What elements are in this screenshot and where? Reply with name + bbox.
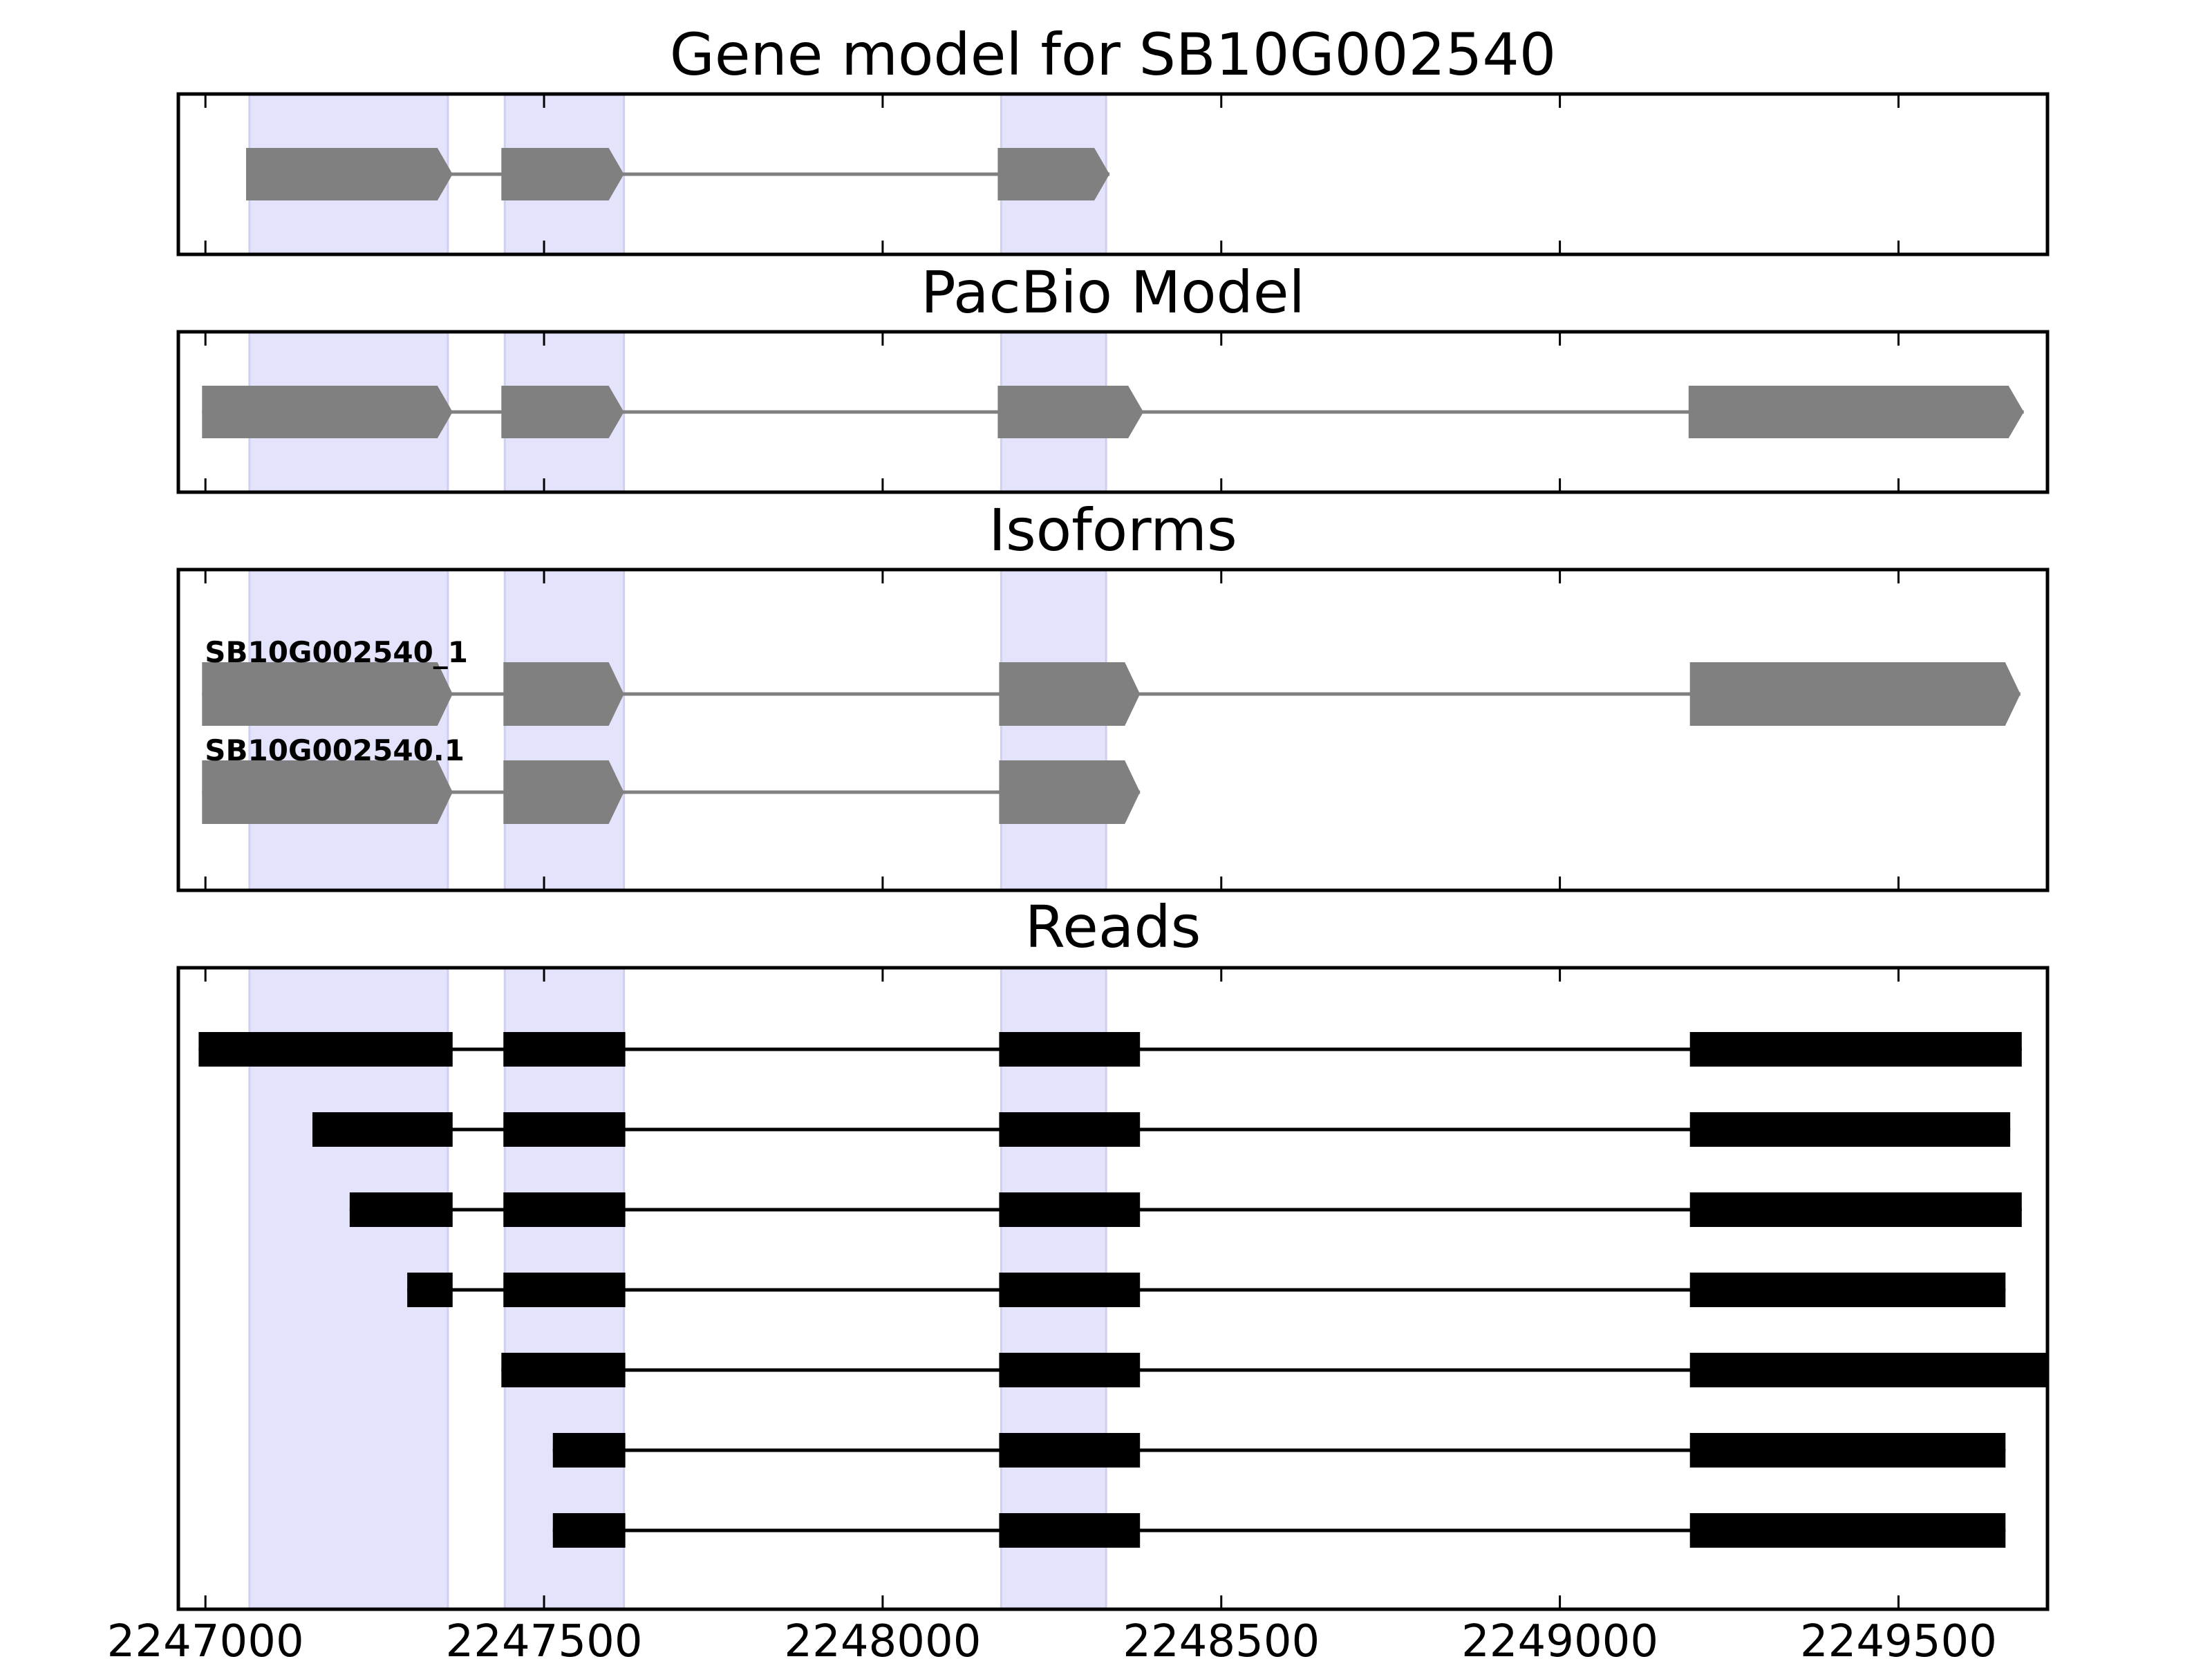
exon-block xyxy=(503,662,624,726)
panel-0: Gene model for SB10G002540 xyxy=(176,21,2050,256)
panel-2: Isoforms SB10G002540_1 SB10G002540.1 xyxy=(176,496,2050,892)
highlight-region xyxy=(503,568,626,892)
exon-block xyxy=(202,662,453,726)
exon-block xyxy=(503,1032,626,1067)
exon-block xyxy=(501,148,624,200)
track-2 xyxy=(349,1192,2022,1227)
x-tick-label: 2248000 xyxy=(784,1616,981,1659)
panel-frame xyxy=(176,330,2050,494)
panel-frame xyxy=(176,568,2050,892)
exon-block xyxy=(999,1433,1141,1468)
exon-block xyxy=(503,760,624,824)
x-tick-label: 2247000 xyxy=(107,1616,304,1659)
isoform-label: SB10G002540_1 xyxy=(205,635,468,669)
exon-block xyxy=(407,1273,453,1307)
panel-3: Reads xyxy=(176,893,2050,1611)
exon-block xyxy=(501,1353,626,1387)
x-tick-label: 2249500 xyxy=(1800,1616,1997,1659)
track-5 xyxy=(552,1433,2006,1468)
exon-block xyxy=(246,148,453,200)
exon-block xyxy=(1689,1353,2047,1387)
panel-title: Isoforms xyxy=(988,496,1237,564)
exon-block xyxy=(503,1273,626,1307)
exon-block xyxy=(1688,386,2024,438)
exon-block xyxy=(202,386,453,438)
exon-block xyxy=(999,1032,1141,1067)
exon-block xyxy=(503,1112,626,1147)
x-tick-label: 2247500 xyxy=(446,1616,643,1659)
track-6 xyxy=(552,1513,2006,1548)
exon-block xyxy=(999,1513,1141,1548)
exon-block xyxy=(999,1112,1141,1147)
x-tick-label: 2249000 xyxy=(1461,1616,1658,1659)
track-4 xyxy=(501,1353,2047,1387)
exon-block xyxy=(999,1192,1141,1227)
exon-block xyxy=(1689,1433,2006,1468)
track-1 xyxy=(312,1112,2011,1147)
track-0 xyxy=(202,386,2024,438)
exon-block xyxy=(1689,1192,2022,1227)
track-0: SB10G002540_1 xyxy=(202,635,2021,726)
panel-frame xyxy=(176,966,2050,1611)
exon-block xyxy=(552,1433,626,1468)
exon-block xyxy=(1689,1513,2006,1548)
exon-block xyxy=(349,1192,453,1227)
exon-block xyxy=(997,386,1144,438)
exon-block xyxy=(501,386,624,438)
track-0 xyxy=(245,148,1110,200)
exon-block xyxy=(312,1112,453,1147)
panel-1: PacBio Model xyxy=(176,259,2050,494)
x-tick-label: 2248500 xyxy=(1123,1616,1320,1659)
exon-block xyxy=(999,1273,1141,1307)
panel-title: Gene model for SB10G002540 xyxy=(670,21,1556,88)
exon-block xyxy=(999,760,1141,824)
panel-frame xyxy=(176,92,2050,256)
exon-block xyxy=(1689,662,2021,726)
exon-block xyxy=(1689,1032,2022,1067)
exon-block xyxy=(1689,1112,2011,1147)
exon-block xyxy=(202,760,453,824)
track-1: SB10G002540.1 xyxy=(202,733,1141,824)
exon-block xyxy=(1689,1273,2006,1307)
exon-block xyxy=(999,662,1141,726)
exon-block xyxy=(997,148,1110,200)
highlight-region xyxy=(248,568,449,892)
panel-title: PacBio Model xyxy=(921,259,1305,326)
panel-title: Reads xyxy=(1025,893,1201,961)
isoform-label: SB10G002540.1 xyxy=(205,733,465,767)
track-0 xyxy=(198,1032,2022,1067)
track-3 xyxy=(407,1273,2006,1307)
exon-block xyxy=(552,1513,626,1548)
exon-block xyxy=(999,1353,1141,1387)
exon-block xyxy=(198,1032,453,1067)
exon-block xyxy=(503,1192,626,1227)
highlight-region xyxy=(1000,568,1107,892)
